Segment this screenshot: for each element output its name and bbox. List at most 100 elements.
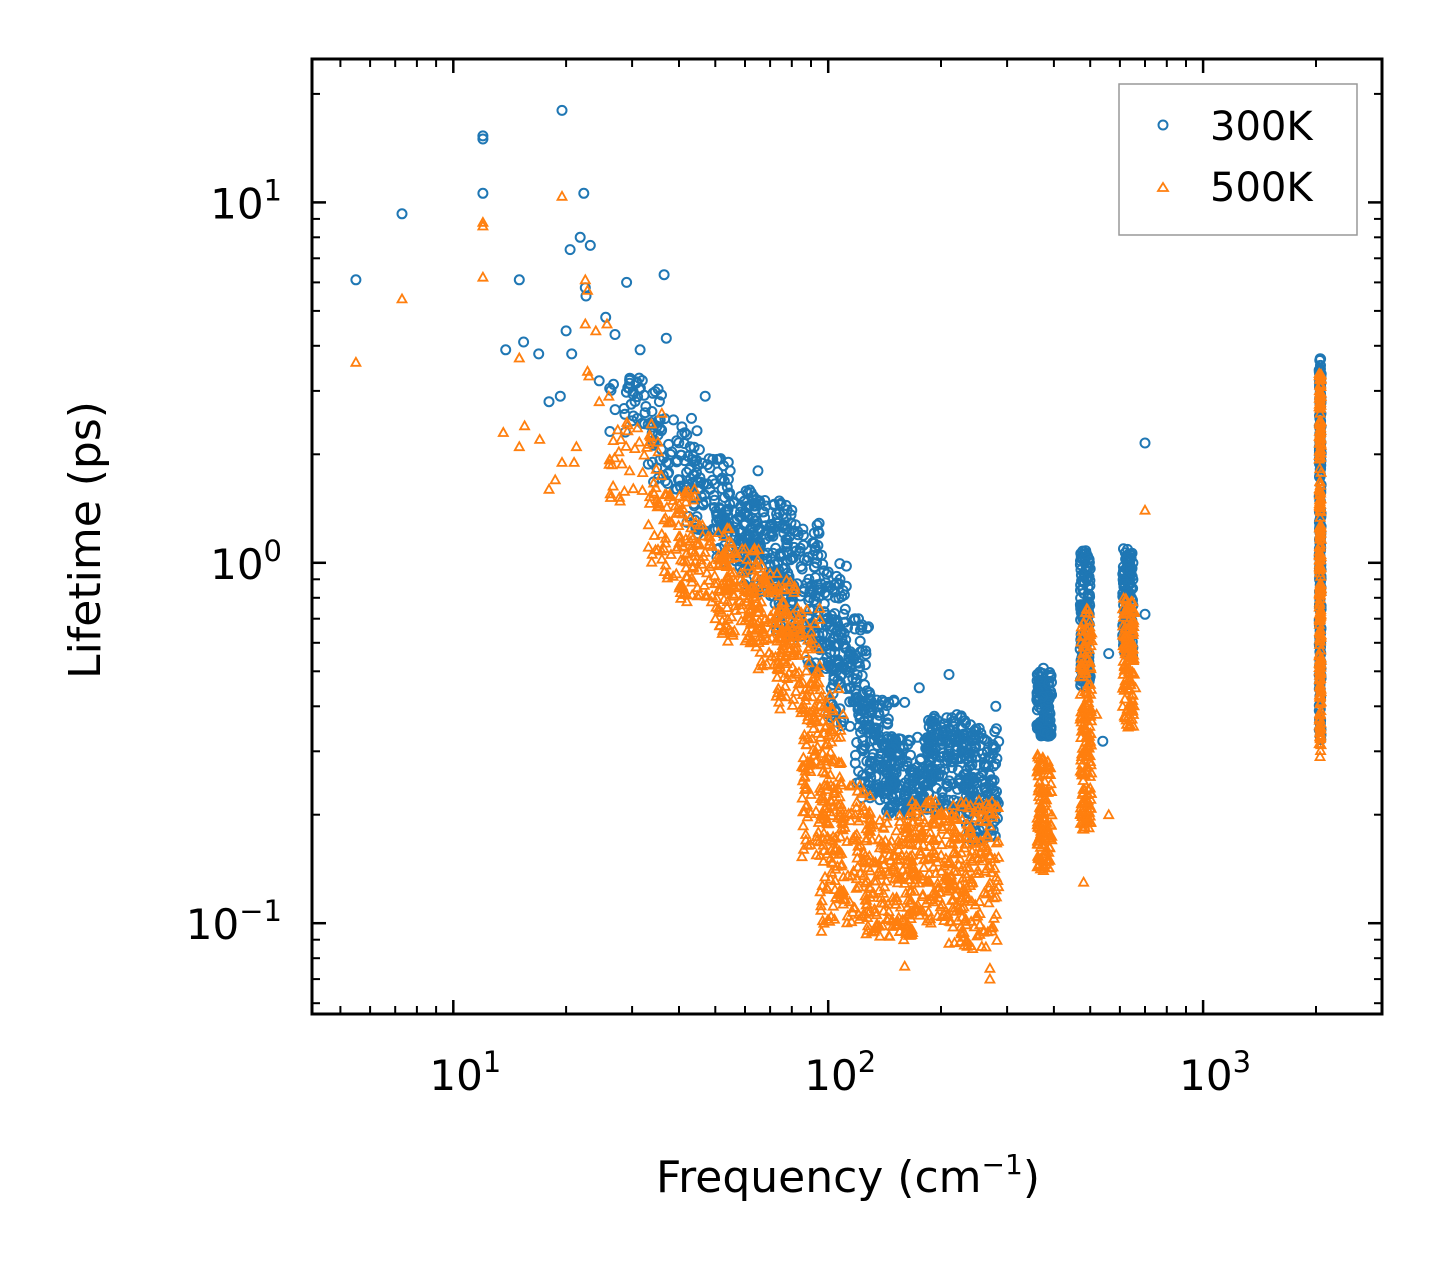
data-point-300K <box>866 758 878 770</box>
data-point-500K <box>660 500 673 512</box>
data-point-500K <box>1117 610 1130 622</box>
data-point-500K <box>620 440 633 451</box>
data-point-500K <box>829 874 842 885</box>
data-point-300K <box>882 718 894 730</box>
data-point-500K <box>927 818 940 829</box>
data-point-300K <box>786 504 798 516</box>
data-point-500K <box>868 874 881 886</box>
data-point-500K <box>513 351 526 363</box>
data-point-500K <box>742 607 755 619</box>
data-point-300K <box>844 696 856 708</box>
data-point-500K <box>770 567 784 578</box>
data-point-500K <box>819 754 832 766</box>
data-point-500K <box>717 593 731 604</box>
data-point-500K <box>973 928 986 939</box>
data-point-500K <box>748 542 761 553</box>
data-point-300K <box>941 778 953 790</box>
data-point-500K <box>929 867 942 878</box>
data-point-500K <box>923 840 936 851</box>
axis-ticks <box>312 59 1383 1014</box>
data-point-500K <box>969 805 982 817</box>
data-point-500K <box>906 862 920 873</box>
data-point-500K <box>661 571 674 583</box>
data-point-500K <box>945 882 958 894</box>
data-point-300K <box>816 549 827 561</box>
data-point-300K <box>708 490 720 501</box>
data-point-500K <box>655 527 668 539</box>
data-point-500K <box>642 518 655 530</box>
data-point-500K <box>980 797 993 809</box>
data-point-500K <box>712 582 725 594</box>
data-point-500K <box>1034 841 1047 852</box>
data-point-300K <box>477 187 489 199</box>
data-point-500K <box>1038 811 1051 823</box>
x-tick-label: 103 <box>1179 1045 1251 1100</box>
data-point-300K <box>604 426 616 437</box>
data-point-500K <box>1313 417 1326 428</box>
data-point-300K <box>953 730 964 742</box>
data-point-500K <box>1315 466 1328 477</box>
data-point-500K <box>664 548 678 559</box>
data-point-500K <box>607 479 620 491</box>
data-point-500K <box>1031 750 1045 762</box>
data-point-500K <box>827 899 840 911</box>
data-point-500K <box>973 918 986 930</box>
data-point-500K <box>931 877 944 888</box>
data-point-500K <box>834 724 847 735</box>
data-point-500K <box>691 589 704 601</box>
data-point-500K <box>1121 647 1134 659</box>
data-point-300K <box>882 733 894 745</box>
data-point-500K <box>821 737 834 748</box>
data-point-500K <box>939 806 952 818</box>
data-point-300K <box>728 497 740 509</box>
data-point-500K <box>775 650 788 661</box>
data-point-500K <box>800 690 813 701</box>
data-point-500K <box>983 961 996 973</box>
data-point-300K <box>887 800 899 812</box>
data-point-500K <box>568 456 581 467</box>
data-point-500K <box>651 435 665 447</box>
data-point-300K <box>1043 677 1055 689</box>
data-point-300K <box>774 507 785 519</box>
data-point-500K <box>910 869 923 881</box>
data-point-500K <box>955 910 969 922</box>
data-point-500K <box>983 881 996 892</box>
data-point-500K <box>1033 852 1046 864</box>
data-point-500K <box>659 511 672 523</box>
data-point-500K <box>796 774 809 786</box>
data-point-300K <box>924 739 936 751</box>
data-point-500K <box>906 926 919 937</box>
data-point-500K <box>927 844 940 855</box>
plot-area <box>349 104 1328 984</box>
data-point-500K <box>693 537 706 549</box>
data-point-500K <box>795 627 808 639</box>
data-point-300K <box>1037 662 1049 674</box>
data-point-300K <box>817 628 829 640</box>
data-point-500K <box>752 662 765 674</box>
data-point-300K <box>849 613 861 625</box>
data-point-500K <box>686 561 699 573</box>
data-point-500K <box>1079 667 1092 679</box>
data-point-500K <box>829 842 842 853</box>
data-point-500K <box>886 860 899 872</box>
data-point-500K <box>922 851 935 863</box>
data-point-300K <box>543 396 555 408</box>
data-point-300K <box>958 728 970 740</box>
data-point-500K <box>812 642 825 654</box>
data-point-500K <box>890 824 903 836</box>
data-point-500K <box>804 788 817 799</box>
data-point-300K <box>853 657 865 669</box>
data-point-500K <box>772 662 785 673</box>
data-point-500K <box>751 570 764 582</box>
data-point-500K <box>1074 670 1087 682</box>
data-point-500K <box>1127 620 1140 631</box>
data-point-500K <box>793 677 807 688</box>
data-point-300K <box>834 573 846 585</box>
data-point-500K <box>847 864 860 876</box>
data-point-500K <box>892 843 905 855</box>
data-point-500K <box>771 670 784 682</box>
data-point-500K <box>722 571 735 582</box>
data-point-300K <box>840 580 852 592</box>
data-point-500K <box>721 595 734 606</box>
data-point-500K <box>1090 707 1103 719</box>
